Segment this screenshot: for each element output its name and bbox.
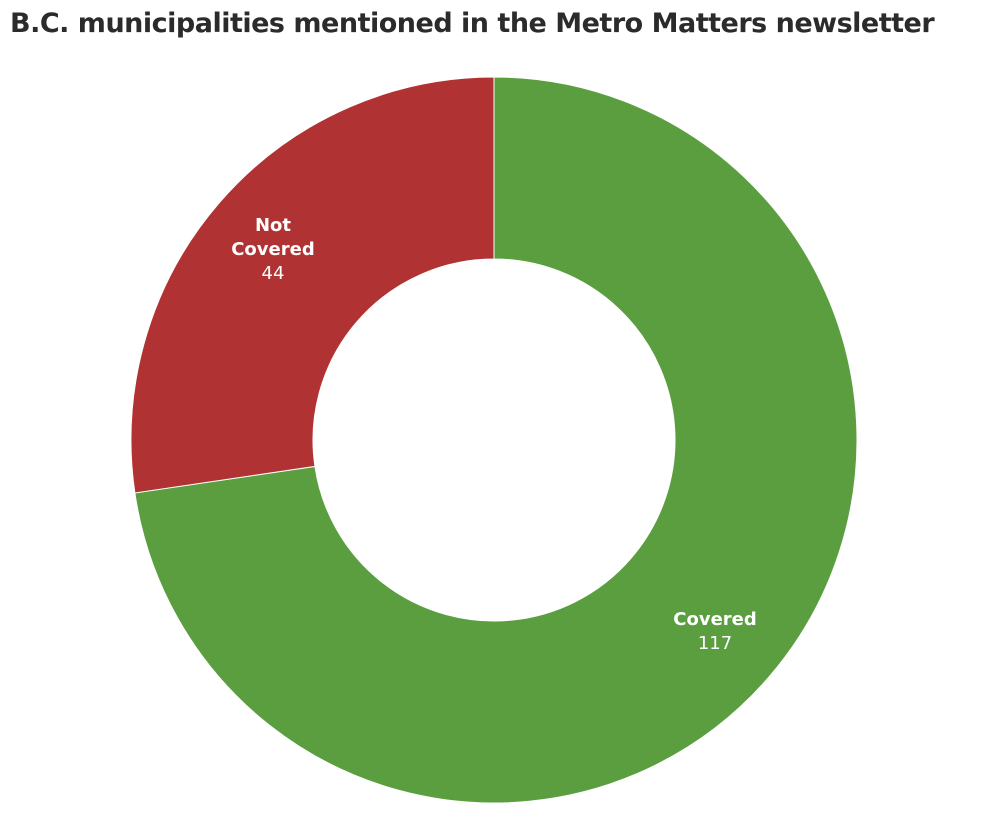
slice-labels: Covered 117 Not Covered 44	[231, 215, 757, 654]
slice-not-covered[interactable]	[130, 76, 495, 494]
slice-label-name: Covered	[673, 609, 757, 630]
slice-covered[interactable]	[134, 76, 858, 804]
donut-slices	[130, 76, 858, 804]
slice-label-covered: Covered 117	[673, 609, 757, 654]
slice-value: 117	[698, 633, 732, 654]
slice-label-not-covered: Not Covered 44	[231, 215, 315, 284]
slice-value: 44	[262, 263, 285, 284]
chart-title: B.C. municipalities mentioned in the Met…	[10, 8, 935, 39]
slice-label-name: Covered	[231, 239, 315, 260]
slice-label-name: Not	[255, 215, 291, 236]
